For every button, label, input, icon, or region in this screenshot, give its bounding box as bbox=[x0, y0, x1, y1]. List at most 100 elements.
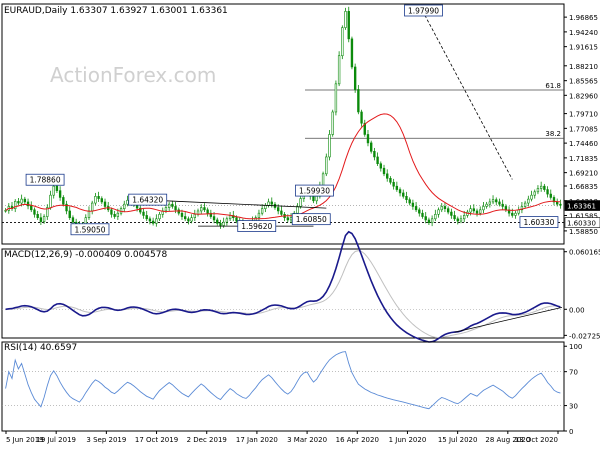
candle-body bbox=[421, 212, 424, 217]
candle-body bbox=[459, 218, 463, 222]
candle-body bbox=[155, 218, 158, 224]
x-tick-label: 5 Jun 2019 bbox=[6, 436, 44, 444]
candle-body bbox=[145, 215, 148, 220]
candle-body bbox=[177, 209, 180, 214]
macd-line bbox=[5, 230, 561, 343]
candle-body bbox=[456, 218, 459, 222]
macd-frame bbox=[1, 248, 565, 339]
candle-body bbox=[395, 185, 399, 190]
last-low-tag: 1.60330 bbox=[567, 220, 596, 228]
macd-trend-line bbox=[454, 306, 563, 333]
candle-body bbox=[360, 111, 363, 124]
candle-body bbox=[392, 181, 395, 187]
macd-tick-label: 0.00 bbox=[569, 306, 585, 314]
candle-body bbox=[52, 185, 55, 196]
x-tick-label: 2 Dec 2019 bbox=[187, 436, 227, 444]
price-tick-label: 1.77085 bbox=[569, 125, 598, 133]
price-tick-label: 1.58850 bbox=[569, 228, 598, 236]
price-tick-label: 1.96865 bbox=[569, 14, 598, 22]
price-panel: 1.96865 1.94240 1.91615 1.88210 1.85565 1.829… bbox=[1, 3, 600, 245]
x-tick-label: 28 Aug 2020 bbox=[485, 436, 530, 444]
candle-body bbox=[277, 207, 280, 212]
price-tick-label: 1.82960 bbox=[569, 92, 598, 100]
x-tick-label: 1 Jun 2020 bbox=[389, 436, 427, 444]
x-tick-label: 17 Jan 2020 bbox=[236, 436, 278, 444]
price-callout-box bbox=[404, 4, 443, 17]
candle-body bbox=[350, 38, 354, 68]
candle-body bbox=[411, 202, 415, 207]
price-callout-label: 1.97990 bbox=[408, 7, 439, 16]
candle-body bbox=[501, 203, 504, 207]
candle-body bbox=[260, 208, 264, 214]
candle-body bbox=[167, 203, 171, 208]
candle-body bbox=[270, 201, 273, 205]
candle-body bbox=[49, 194, 52, 208]
candle-body bbox=[42, 216, 46, 222]
candle-body bbox=[180, 212, 184, 217]
watermark: ActionForex.com bbox=[50, 63, 216, 87]
candle-body bbox=[219, 223, 222, 226]
price-callout-label: 1.59050 bbox=[74, 225, 105, 234]
x-tick-label: 16 Apr 2020 bbox=[336, 436, 379, 444]
candle-body bbox=[536, 188, 540, 193]
candle-body bbox=[23, 198, 27, 203]
candle-body bbox=[539, 185, 543, 189]
price-tick-label: 1.91615 bbox=[569, 44, 598, 52]
candle-body bbox=[366, 134, 370, 144]
candle-body bbox=[39, 217, 43, 222]
candle-body bbox=[184, 216, 187, 220]
price-callout-label: 1.78860 bbox=[30, 176, 61, 185]
candle-body bbox=[453, 215, 456, 220]
rsi-panel: 100 70 30 0 bbox=[1, 341, 582, 436]
candle-body bbox=[110, 209, 113, 215]
candle-body bbox=[148, 218, 152, 222]
candle-body bbox=[514, 212, 517, 216]
rsi-line bbox=[5, 351, 561, 410]
candle-body bbox=[58, 190, 62, 198]
candle-body bbox=[546, 189, 549, 195]
candle-body bbox=[498, 201, 501, 205]
candle-body bbox=[443, 206, 447, 209]
candle-body bbox=[126, 199, 129, 205]
candle-body bbox=[405, 196, 408, 200]
candle-body bbox=[479, 209, 482, 214]
rsi-tick-label: 70 bbox=[569, 369, 578, 377]
candle-body bbox=[337, 55, 341, 85]
candle-body bbox=[414, 206, 418, 211]
price-tick-label: 1.66835 bbox=[569, 183, 598, 191]
candle-body bbox=[286, 217, 289, 221]
candle-body bbox=[100, 198, 103, 203]
candle-body bbox=[33, 209, 36, 215]
candle-body bbox=[376, 156, 379, 165]
candle-body bbox=[94, 196, 97, 204]
candle-body bbox=[475, 210, 479, 214]
candle-body bbox=[424, 216, 427, 221]
candle-body bbox=[222, 221, 225, 226]
price-callout-label: 1.60850 bbox=[296, 215, 327, 224]
candle-body bbox=[299, 198, 302, 207]
symbol-line: EURAUD,Daily 1.63307 1.63927 1.63001 1.6… bbox=[4, 6, 228, 16]
candle-body bbox=[434, 214, 437, 220]
candle-body bbox=[216, 219, 219, 224]
candle-body bbox=[357, 89, 360, 113]
candle-body bbox=[87, 210, 91, 218]
candle-body bbox=[123, 203, 126, 209]
candle-body bbox=[328, 134, 331, 158]
candle-body bbox=[257, 212, 261, 218]
candle-body bbox=[495, 199, 498, 203]
candle-body bbox=[450, 211, 453, 216]
candle-body bbox=[334, 83, 338, 113]
candle-body bbox=[36, 214, 39, 218]
candle-body bbox=[91, 202, 94, 212]
candle-body bbox=[97, 196, 100, 199]
candle-body bbox=[472, 208, 475, 212]
candle-body bbox=[264, 205, 267, 209]
candle-body bbox=[530, 194, 533, 200]
candle-body bbox=[321, 173, 325, 187]
moving-average-line bbox=[5, 113, 561, 220]
candle-body bbox=[556, 201, 559, 205]
price-tick-label: 1.88210 bbox=[569, 63, 598, 71]
candle-body bbox=[312, 196, 315, 202]
candle-body bbox=[30, 205, 33, 211]
candle-body bbox=[382, 167, 386, 175]
